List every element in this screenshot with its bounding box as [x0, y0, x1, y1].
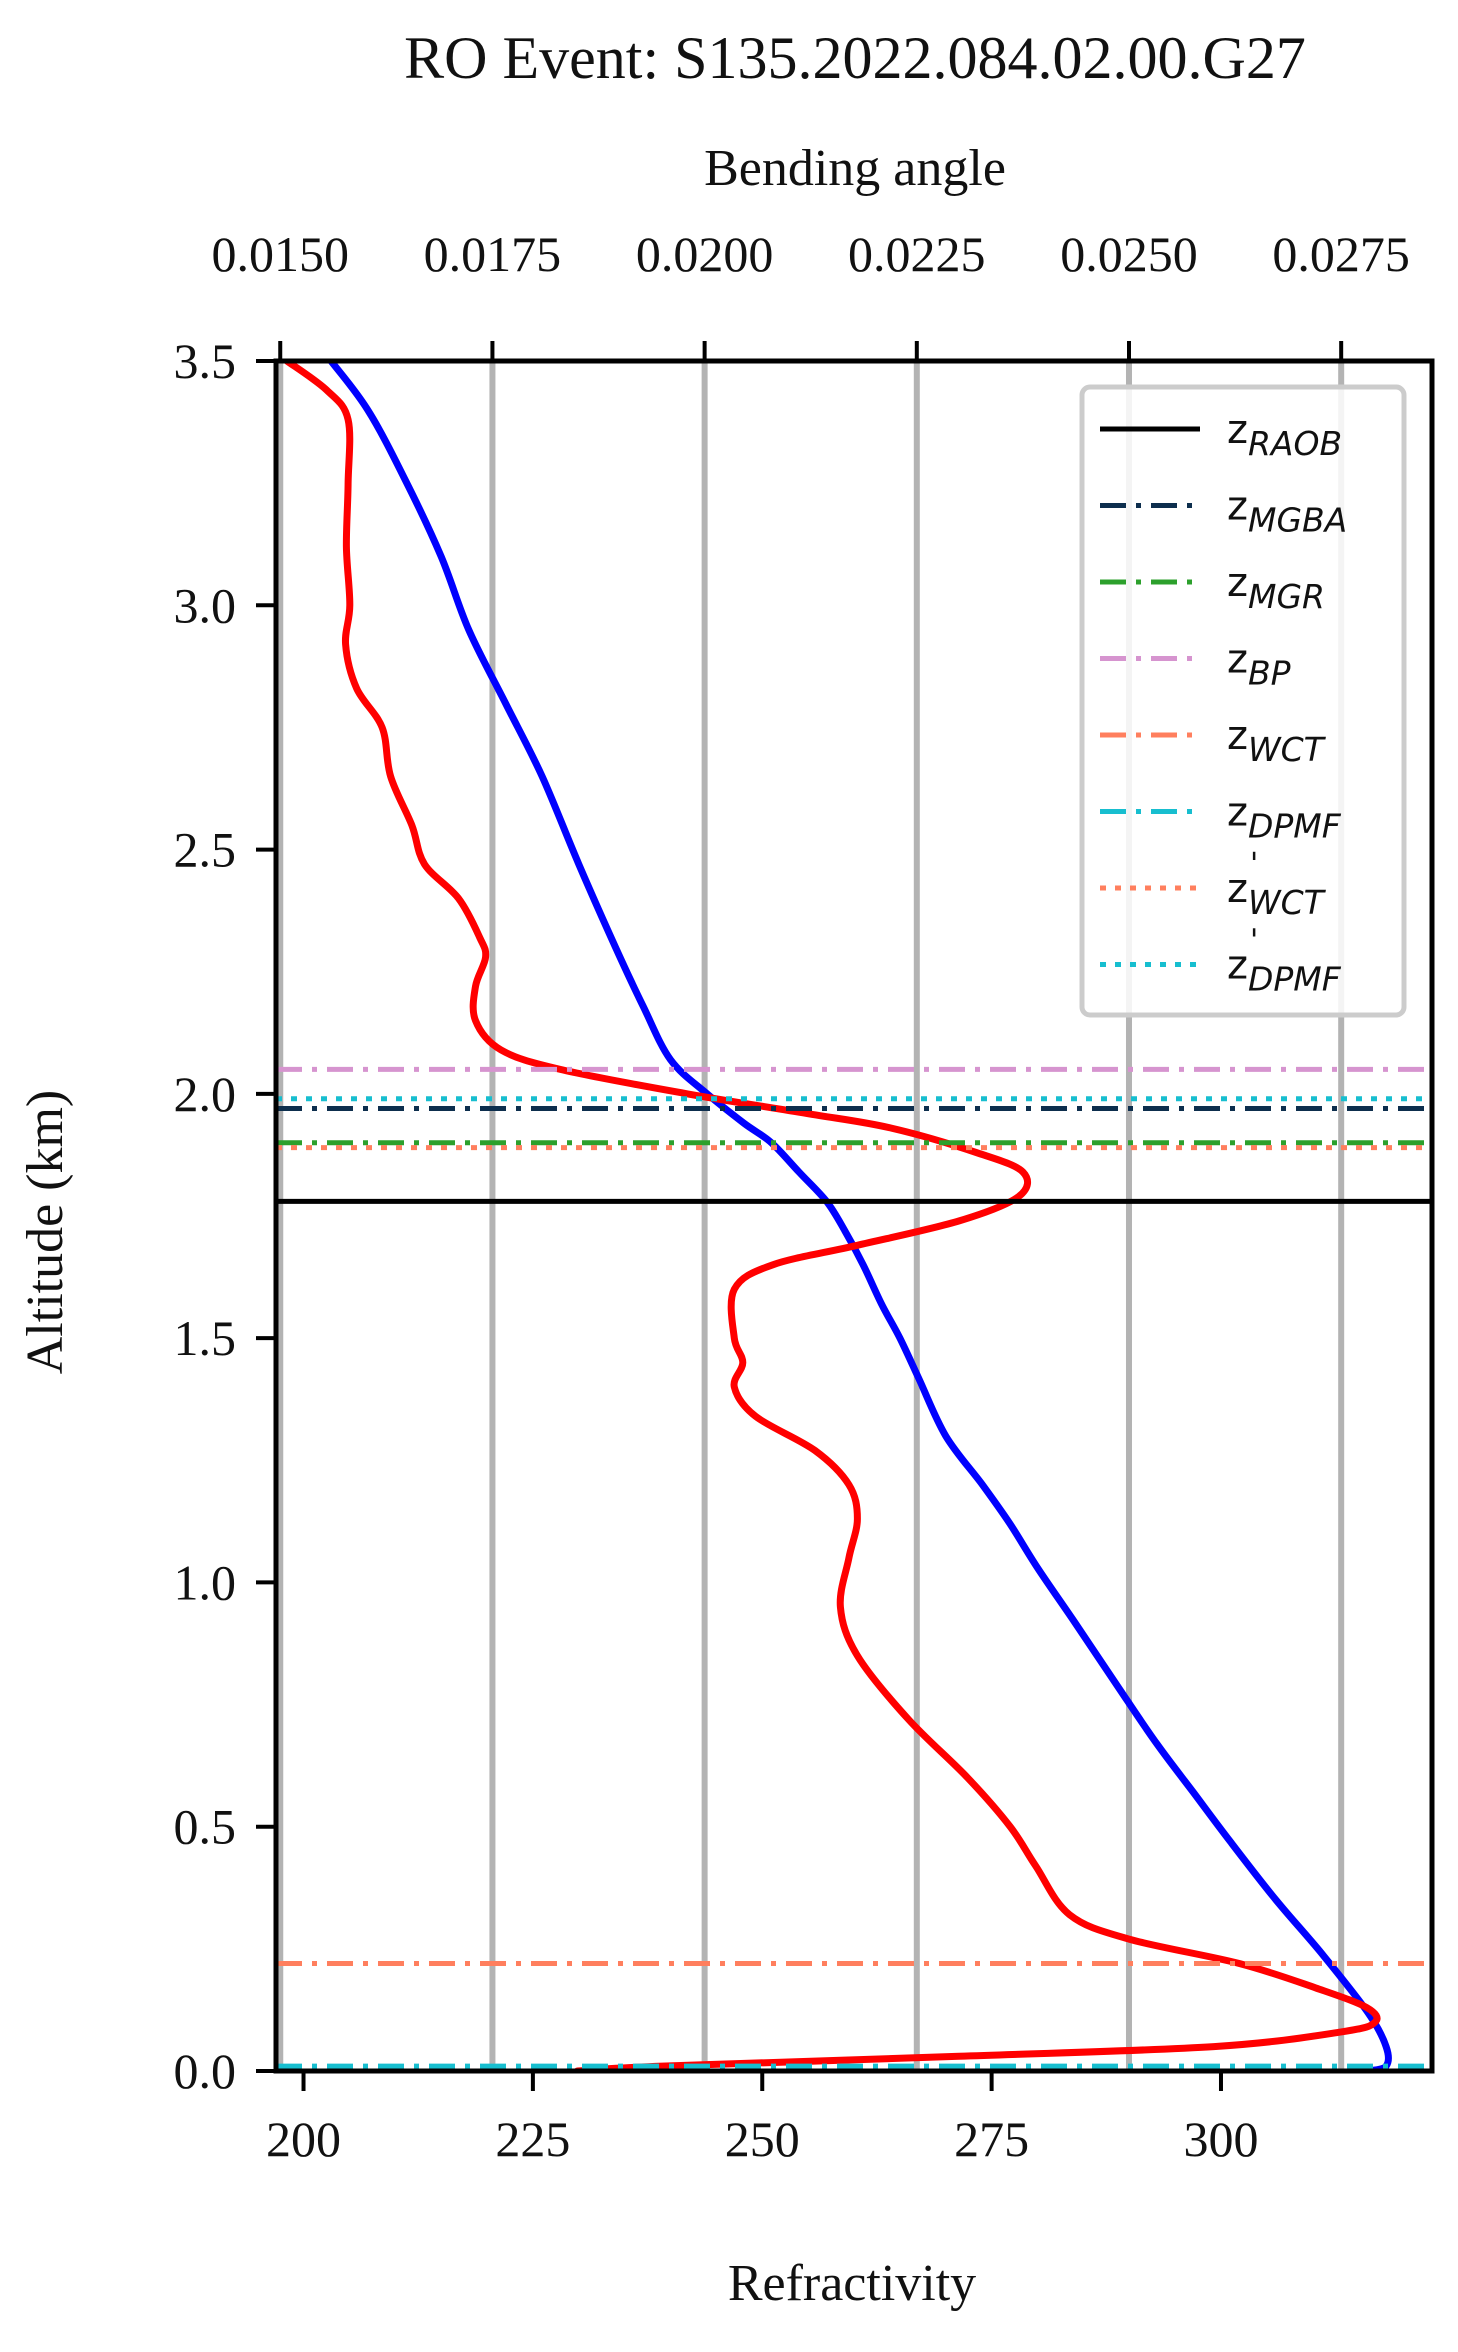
series-line-refractivity: [327, 361, 1392, 2071]
bottom-tick-label-3: 275: [954, 2111, 1029, 2167]
legend-box: [1079, 384, 1407, 1018]
y-tick-label-3: 1.5: [174, 1310, 237, 1366]
legend-label-z-2: z: [1227, 560, 1248, 606]
top-tick-label-0: 0.0150: [211, 226, 349, 282]
y-tick-label-5: 2.5: [174, 822, 237, 878]
legend-label-subscript-4: WCT: [1248, 730, 1327, 769]
y-tick-label-6: 3.0: [174, 577, 237, 633]
reference-lines: [276, 1066, 1432, 2069]
legend-prime-7: ': [1250, 924, 1258, 959]
y-tick-label-1: 0.5: [174, 1799, 237, 1855]
top-axis-title: Bending angle: [704, 140, 1006, 197]
legend-label-7: zDPMF: [1227, 943, 1342, 999]
y-axis-title: Altitude (km): [17, 1090, 74, 1375]
chart-title: RO Event: S135.2022.084.02.00.G27: [404, 25, 1306, 91]
legend-label-z-1: z: [1227, 484, 1248, 530]
legend-label-6: zWCT: [1227, 866, 1327, 922]
legend-label-subscript-1: MGBA: [1248, 501, 1347, 540]
top-tick-label-3: 0.0225: [848, 226, 986, 282]
legend-label-z-0: z: [1227, 407, 1248, 453]
legend-label-5: zDPMF: [1227, 790, 1342, 846]
legend-label-3: zBP: [1227, 637, 1291, 693]
bottom-tick-label-2: 250: [725, 2111, 800, 2167]
top-tick-label-1: 0.0175: [424, 226, 562, 282]
y-tick-label-4: 2.0: [174, 1066, 237, 1122]
x-axis-title: Refractivity: [728, 2255, 976, 2312]
series-line-bending-angle: [283, 361, 1381, 2071]
legend-label-subscript-0: RAOB: [1248, 424, 1342, 463]
legend-label-subscript-3: BP: [1248, 654, 1291, 693]
legend-label-z-7: z: [1227, 943, 1248, 989]
bottom-tick-label-4: 300: [1183, 2111, 1258, 2167]
plot-frame: [273, 358, 1435, 2074]
bottom-tick-label-1: 225: [495, 2111, 570, 2167]
y-tick-label-0: 0.0: [174, 2043, 237, 2099]
legend-label-z-3: z: [1227, 637, 1248, 683]
legend-label-subscript-7: DPMF: [1248, 960, 1342, 999]
legend-label-z-4: z: [1227, 713, 1248, 759]
top-tick-label-2: 0.0200: [636, 226, 774, 282]
legend-label-z-6: z: [1227, 866, 1248, 912]
legend-label-subscript-2: MGR: [1248, 577, 1325, 616]
legend-label-2: zMGR: [1227, 560, 1325, 616]
bottom-tick-label-0: 200: [266, 2111, 341, 2167]
legend-label-4: zWCT: [1227, 713, 1327, 769]
legend-label-subscript-6: WCT: [1248, 883, 1327, 922]
legend-label-z-5: z: [1227, 790, 1248, 836]
top-tick-label-4: 0.0250: [1060, 226, 1198, 282]
y-tick-label-2: 1.0: [174, 1554, 237, 1610]
legend-label-1: zMGBA: [1227, 484, 1347, 540]
top-tick-label-5: 0.0275: [1272, 226, 1410, 282]
legend-prime-6: ': [1250, 847, 1258, 882]
legend-label-subscript-5: DPMF: [1248, 807, 1342, 846]
y-tick-label-7: 3.5: [174, 333, 237, 389]
legend-label-0: zRAOB: [1227, 407, 1342, 463]
series-layer: [283, 361, 1392, 2071]
